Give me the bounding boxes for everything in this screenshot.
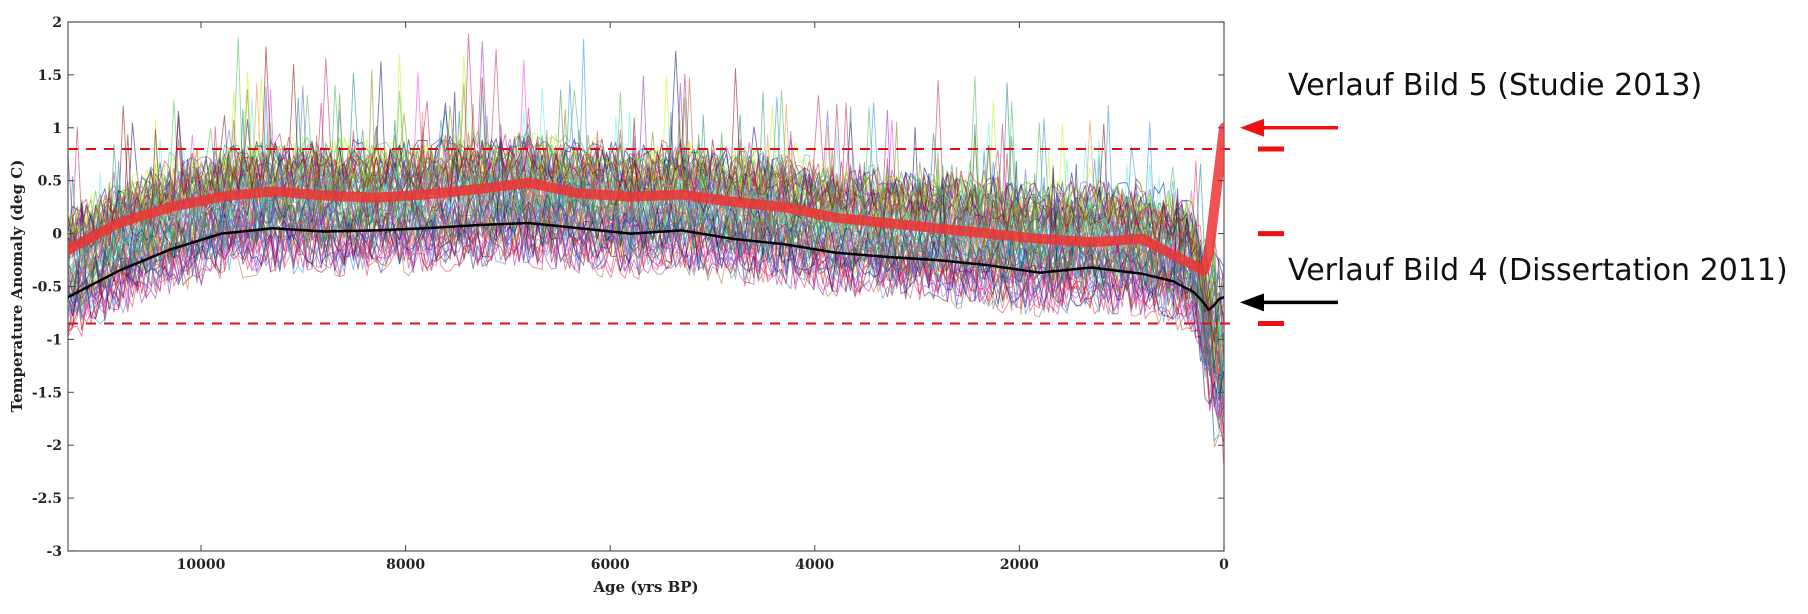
ensemble-member-line bbox=[68, 76, 1224, 294]
y-tick-label: 1.5 bbox=[38, 68, 62, 84]
annotation-arrow-head bbox=[1240, 293, 1264, 312]
ensemble-member-line bbox=[68, 115, 1224, 374]
y-tick-label: -3 bbox=[46, 544, 62, 560]
y-tick-label: 1 bbox=[52, 121, 62, 137]
red-mean-line bbox=[68, 122, 1224, 276]
ensemble-member-line bbox=[68, 187, 1224, 399]
ensemble-member-line bbox=[68, 76, 1224, 385]
mean-lines bbox=[68, 122, 1224, 312]
black-mean-line bbox=[68, 221, 1224, 312]
x-tick-label: 2000 bbox=[1000, 557, 1039, 573]
y-axis-label: Temperature Anomaly (deg C) bbox=[8, 160, 26, 413]
annotation-arrow-head bbox=[1240, 118, 1264, 137]
annotation-label-bild4: Verlauf Bild 4 (Dissertation 2011) bbox=[1288, 253, 1788, 288]
ensemble-member-line bbox=[68, 55, 1224, 365]
ensemble-member-line bbox=[68, 33, 1224, 317]
ensemble-member-line bbox=[68, 222, 1224, 464]
y-tick-label: -1 bbox=[46, 332, 62, 348]
y-tick-label: 0 bbox=[52, 227, 62, 243]
x-tick-label: 4000 bbox=[795, 557, 834, 573]
x-tick-label: 8000 bbox=[386, 557, 425, 573]
reference-lines bbox=[68, 147, 1236, 325]
annotation-label-bild5: Verlauf Bild 5 (Studie 2013) bbox=[1288, 68, 1702, 103]
side-markers bbox=[1258, 146, 1284, 327]
y-tick-label: 2 bbox=[52, 15, 62, 31]
x-tick-label: 10000 bbox=[177, 557, 226, 573]
ensemble-member-line bbox=[68, 136, 1224, 406]
y-axis: 2 1.5 1 0.5 0 -0.5 -1 -1.5 -2 -2.5 -3 bbox=[32, 15, 1224, 560]
annotations: Verlauf Bild 5 (Studie 2013) Verlauf Bild… bbox=[1240, 68, 1788, 312]
x-tick-label: 0 bbox=[1219, 557, 1229, 573]
ensemble-member-line bbox=[68, 102, 1224, 348]
x-axis-label: Age (yrs BP) bbox=[592, 578, 698, 596]
ensemble-member-line bbox=[68, 171, 1224, 445]
y-tick-label: 0.5 bbox=[38, 174, 62, 190]
ensemble-member-line bbox=[68, 162, 1224, 417]
x-tick-label: 6000 bbox=[591, 557, 630, 573]
y-tick-label: -0.5 bbox=[32, 280, 62, 296]
y-tick-label: -1.5 bbox=[32, 385, 62, 401]
y-tick-label: -2 bbox=[46, 438, 62, 454]
y-tick-label: -2.5 bbox=[32, 491, 62, 507]
ensemble-member-line bbox=[68, 153, 1224, 420]
x-axis: 10000 8000 6000 4000 2000 0 bbox=[177, 22, 1229, 573]
ensemble-member-line bbox=[68, 83, 1224, 337]
